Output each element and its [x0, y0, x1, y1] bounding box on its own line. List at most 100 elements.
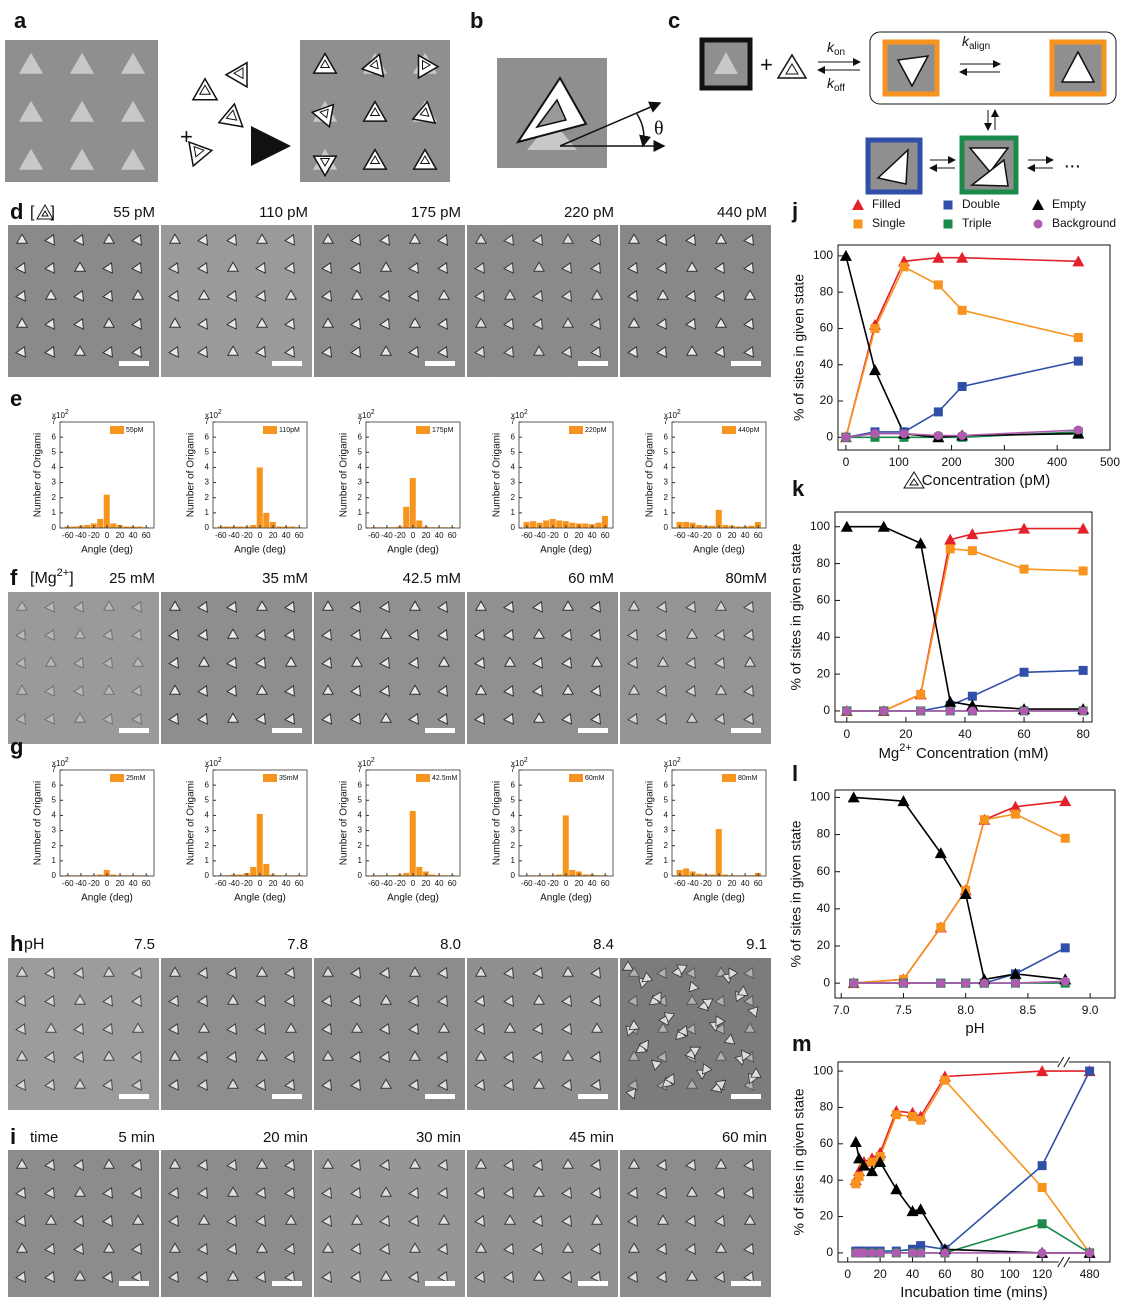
rate-constant: kalign	[962, 33, 990, 52]
y-tick-label: 4	[52, 811, 57, 820]
series-line	[846, 258, 1078, 438]
legend-swatch	[263, 426, 277, 434]
condition-label: 5 min	[118, 1129, 155, 1146]
data-point	[908, 1112, 917, 1121]
x-tick-label: -40	[687, 879, 699, 888]
afm-image	[161, 1150, 312, 1297]
axis-multiplier: x102	[664, 757, 681, 768]
y-tick-label: 0	[826, 429, 833, 443]
x-axis-label: Angle (deg)	[540, 545, 592, 556]
y-tick-label: 0	[664, 871, 669, 880]
y-tick-label: 2	[205, 493, 210, 502]
afm-image	[620, 592, 771, 744]
series-line	[846, 256, 1078, 437]
y-tick-label: 80	[817, 556, 831, 570]
y-tick-label: 3	[205, 478, 210, 487]
y-tick-label: 80	[820, 1100, 834, 1114]
histogram-bar	[403, 507, 409, 528]
axis-multiplier: x102	[205, 409, 222, 420]
data-point	[915, 537, 927, 548]
legend-label: 42.5mM	[432, 775, 457, 782]
y-tick-label: 40	[817, 901, 831, 915]
axis-multiplier: x102	[511, 757, 528, 768]
row-prefix: time	[30, 1129, 58, 1146]
x-tick-label: -20	[88, 879, 100, 888]
y-tick-label: 0	[826, 1245, 833, 1259]
multiplier-exponent: 2	[677, 757, 681, 764]
x-label-part: Concentration (mM)	[912, 745, 1049, 762]
x-tick-label: 40	[282, 531, 291, 540]
legend-label: 110pM	[279, 427, 300, 434]
scale-bar	[119, 728, 149, 733]
legend-swatch	[569, 426, 583, 434]
legend-label: 80mM	[738, 775, 758, 782]
y-tick-label: 5	[52, 447, 57, 456]
data-point	[859, 1248, 868, 1257]
histogram-bar	[263, 864, 269, 876]
histogram-bar	[543, 520, 549, 528]
scale-bar	[272, 361, 302, 366]
data-point	[1079, 666, 1088, 675]
legend-label: Empty	[1052, 197, 1086, 211]
y-axis-label: Number of Origami	[339, 781, 350, 865]
y-tick-label: 4	[205, 463, 210, 472]
rate-constant: koff	[827, 75, 845, 94]
y-tick-label: 2	[52, 493, 57, 502]
x-tick-label: 20	[873, 1267, 887, 1281]
x-tick-label: -60	[521, 879, 533, 888]
condition-label: 42.5 mM	[403, 570, 461, 587]
x-tick-label: 0	[258, 879, 263, 888]
data-point	[870, 429, 879, 438]
x-tick-label: -20	[241, 531, 253, 540]
y-tick-label: 4	[358, 463, 363, 472]
y-tick-label: 6	[358, 780, 363, 789]
y-tick-label: 2	[358, 493, 363, 502]
scale-bar	[731, 361, 761, 366]
plot-frame	[838, 245, 1110, 450]
panel-label: f	[10, 565, 18, 590]
series-line	[856, 1080, 1090, 1253]
data-point	[870, 324, 879, 333]
multiplier-base: x10	[664, 411, 677, 420]
multiplier-exponent: 2	[65, 757, 69, 764]
x-axis-label: Angle (deg)	[234, 545, 286, 556]
x-tick-label: 0	[843, 455, 850, 469]
multiplier-exponent: 2	[677, 409, 681, 416]
condition-label: 55 pM	[113, 204, 155, 221]
y-tick-label: 2	[52, 841, 57, 850]
x-tick-label: 8.5	[1020, 1003, 1037, 1017]
multiplier-base: x10	[358, 411, 371, 420]
data-point	[980, 979, 989, 988]
y-tick-label: 3	[52, 478, 57, 487]
data-point	[1020, 706, 1029, 715]
x-label-part: 2+	[899, 742, 912, 754]
panel-label: m	[792, 1031, 812, 1056]
multiplier-base: x10	[52, 759, 65, 768]
row-prefix: pH	[24, 936, 44, 953]
x-tick-label: -40	[534, 879, 546, 888]
scale-bar	[731, 728, 761, 733]
x-tick-label: 40	[958, 727, 972, 741]
panel-label: d	[10, 199, 23, 224]
x-axis-label: Angle (deg)	[387, 545, 439, 556]
x-axis-label: Angle (deg)	[81, 545, 133, 556]
legend-label: 55pM	[126, 427, 144, 434]
x-tick-label: -60	[62, 531, 74, 540]
x-tick-label: 0	[717, 531, 722, 540]
data-point	[961, 979, 970, 988]
y-tick-label: 6	[664, 780, 669, 789]
bracket: [	[30, 204, 35, 221]
x-tick-label: 480	[1080, 1267, 1100, 1281]
multiplier-base: x10	[511, 411, 524, 420]
y-axis-label: Number of Origami	[186, 781, 197, 865]
y-tick-label: 0	[823, 975, 830, 989]
x-tick-label: -60	[368, 531, 380, 540]
y-tick-label: 1	[205, 508, 210, 517]
x-tick-label: 20	[116, 531, 125, 540]
y-tick-label: 0	[205, 871, 210, 880]
x-tick-label: 40	[129, 531, 138, 540]
legend-label: 440pM	[738, 427, 760, 434]
data-point	[892, 1248, 901, 1257]
y-tick-label: 2	[664, 841, 669, 850]
y-tick-label: 5	[511, 447, 516, 456]
